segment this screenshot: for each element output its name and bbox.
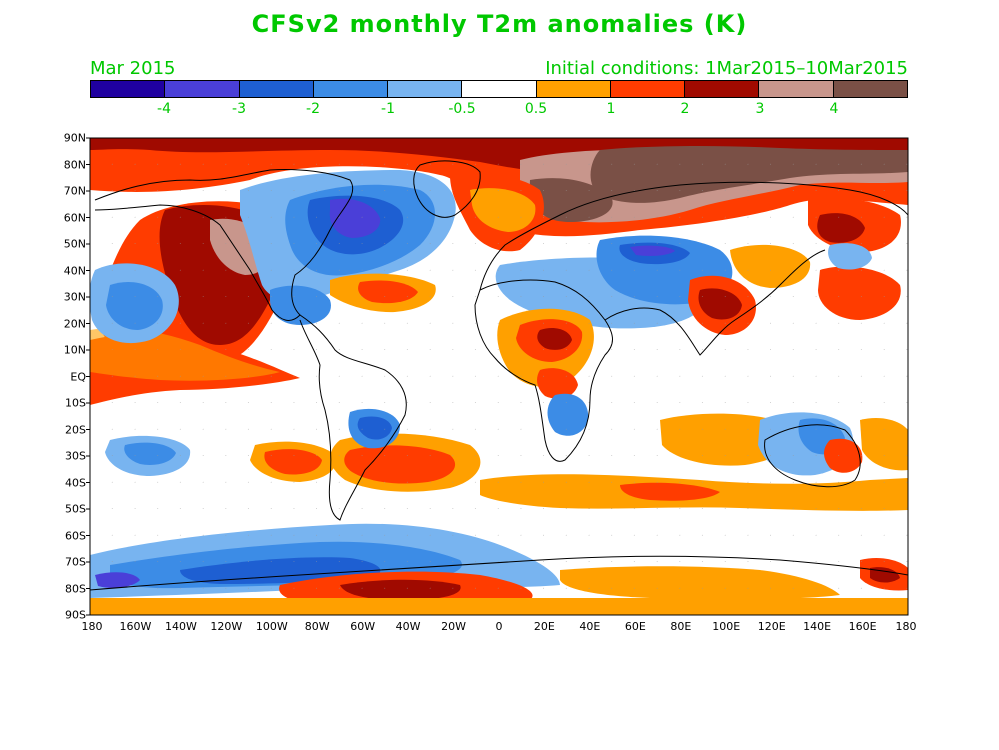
colorbar-segment	[388, 81, 463, 97]
lat-label: 40S	[65, 476, 86, 489]
lat-label: 80N	[63, 158, 86, 171]
colorbar-label: 2	[680, 101, 690, 117]
colorbar-label: -0.5	[448, 101, 476, 117]
colorbar-label: 1	[606, 101, 616, 117]
colorbar-segment	[536, 81, 611, 97]
lon-label: 40E	[579, 620, 601, 633]
lon-label: 180	[895, 620, 917, 633]
lon-label: 80E	[670, 620, 692, 633]
lat-label: 60S	[65, 529, 86, 542]
colorbar-segment	[610, 81, 686, 97]
colorbar-segment	[239, 81, 314, 97]
colorbar-label: 4	[829, 101, 839, 117]
anomaly-field	[90, 138, 908, 615]
lat-label: 90S	[65, 608, 86, 622]
lon-label: 160W	[119, 620, 152, 633]
lat-label: 40N	[63, 264, 86, 277]
colorbar-label: 0.5	[524, 101, 548, 117]
initial-conditions: Initial conditions: 1Mar2015–10Mar2015	[545, 58, 908, 79]
lat-label: 80S	[65, 582, 86, 595]
lon-label: 100W	[255, 620, 288, 633]
colorbar-label: -1	[381, 101, 395, 117]
lon-label: 20E	[533, 620, 555, 633]
forecast-month: Mar 2015	[90, 58, 176, 79]
colorbar-segment	[833, 81, 907, 97]
lat-label: 70N	[63, 184, 86, 198]
lon-label: 100E	[712, 620, 741, 633]
lat-label: 50N	[63, 237, 86, 251]
lat-label: 10S	[65, 396, 86, 410]
colorbar-label: -3	[232, 101, 246, 117]
lon-label: 60E	[624, 620, 646, 633]
lon-label: 120W	[210, 620, 243, 633]
axis-ticks	[86, 137, 90, 616]
lon-label: 80W	[304, 620, 330, 633]
colorbar-segment	[165, 81, 240, 97]
lat-label: 30S	[65, 449, 86, 463]
colorbar-label: -2	[306, 101, 320, 117]
lon-label: 40W	[395, 620, 421, 633]
colorbar-label: 3	[755, 101, 765, 117]
coastlines	[90, 160, 908, 591]
lat-label: 90N	[63, 131, 86, 145]
colorbar-segment	[313, 81, 389, 97]
map-title: CFSv2 monthly T2m anomalies (K)	[251, 10, 748, 38]
colorbar-segment	[685, 81, 760, 97]
lat-label: 30N	[63, 290, 86, 304]
colorbar-segment	[91, 81, 166, 97]
lon-label: 120E	[757, 620, 786, 633]
colorbar-segment	[759, 81, 834, 97]
lat-label: 10N	[63, 343, 86, 357]
colorbar-segment	[462, 81, 537, 97]
lat-label: EQ	[70, 370, 86, 383]
lon-label: 20W	[441, 620, 467, 633]
lat-label: 20S	[65, 423, 86, 436]
lat-label: 20N	[63, 317, 86, 330]
lon-label: 0	[495, 620, 503, 633]
lat-label: 50S	[65, 502, 86, 516]
colorbar	[90, 80, 908, 98]
colorbar-label: -4	[157, 101, 171, 117]
lon-label: 140E	[803, 620, 832, 633]
lat-label: 60N	[63, 211, 86, 224]
lon-label: 60W	[350, 620, 376, 633]
lat-label: 70S	[65, 555, 86, 569]
lon-label: 160E	[848, 620, 877, 633]
lon-label: 180	[81, 620, 103, 633]
lon-label: 140W	[164, 620, 197, 633]
